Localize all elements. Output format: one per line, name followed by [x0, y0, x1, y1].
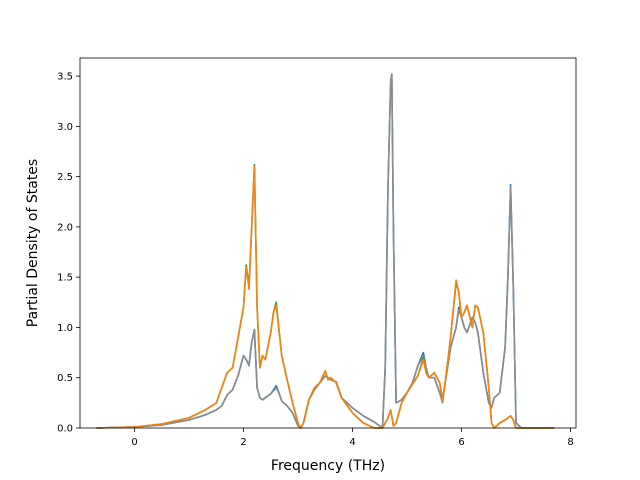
y-axis-label: Partial Density of States [25, 159, 41, 327]
x-tick-label: 8 [567, 437, 573, 448]
y-tick-label: 1.0 [57, 323, 73, 334]
x-tick-label: 6 [458, 437, 464, 448]
y-tick-label: 2.0 [57, 222, 73, 233]
series-line-2 [96, 73, 555, 429]
x-tick-label: 4 [349, 437, 355, 448]
axes-frame [79, 57, 577, 429]
x-tick-label: 0 [131, 437, 137, 448]
x-ticks: 0 2 4 6 8 [131, 428, 574, 448]
x-axis-label: Frequency (THz) [271, 458, 385, 474]
series-line-4 [96, 165, 555, 429]
y-tick-label: 1.5 [57, 273, 73, 284]
y-tick-label: 3.5 [57, 72, 73, 83]
y-tick-label: 0.5 [57, 373, 73, 384]
y-tick-label: 2.5 [57, 172, 73, 183]
x-tick-label: 2 [240, 437, 246, 448]
y-tick-label: 3.0 [57, 122, 73, 133]
y-ticks: 0.0 0.5 1.0 1.5 2.0 2.5 3.0 3.5 [57, 72, 80, 435]
series-layer [96, 73, 555, 429]
y-tick-label: 0.0 [57, 424, 73, 435]
